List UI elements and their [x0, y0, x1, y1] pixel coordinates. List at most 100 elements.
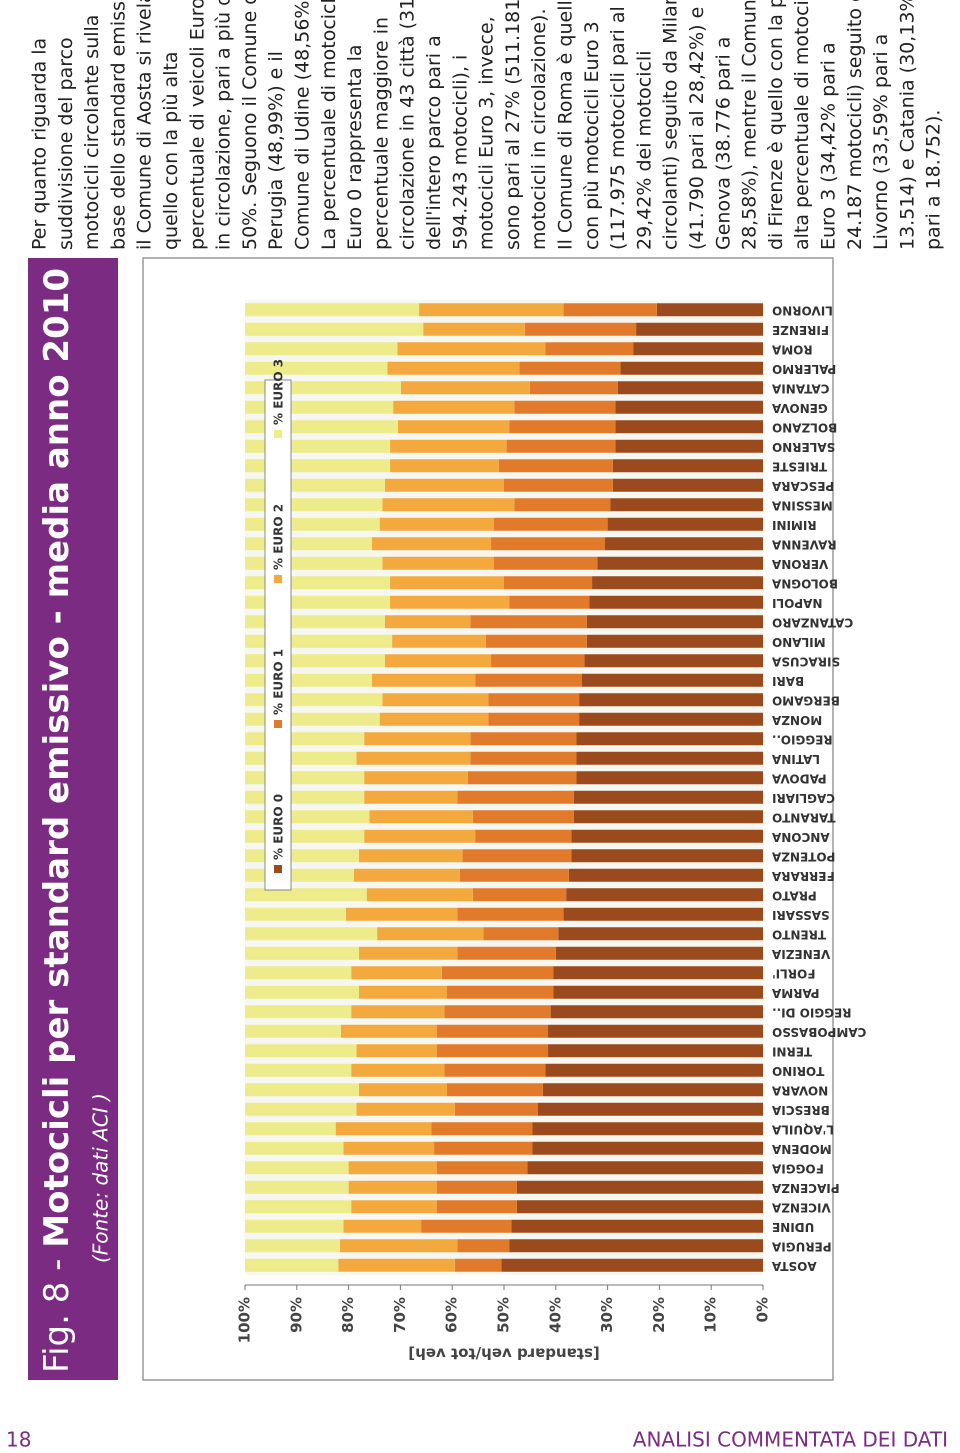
bar-segment [483, 927, 559, 941]
body-line: (41.790 pari al 28,42%) e [686, 7, 708, 250]
bar-segment [421, 1219, 512, 1233]
x-tick-label: NAPOLI [772, 596, 822, 610]
body-line: base dello standard emissivo, [107, 0, 129, 250]
x-tick-label: SALERNO [772, 440, 835, 454]
bar-segment [245, 1122, 336, 1136]
bar-segment [612, 478, 764, 492]
bar-segment [447, 1083, 543, 1097]
bar-segment [245, 1024, 341, 1038]
y-tick-label: 100% [236, 1297, 254, 1343]
legend-label: % EURO 1 [272, 649, 286, 715]
figure-label: Fig. 8 - [37, 1259, 77, 1373]
bar-segment [339, 1239, 458, 1253]
bar-segment [475, 673, 582, 687]
body-line: sono pari al 27% (511.181 [502, 0, 524, 250]
bar-segment [390, 459, 499, 473]
bar-segment [532, 1141, 763, 1155]
bar-segment [348, 1180, 437, 1194]
bar-segment [356, 1044, 437, 1058]
x-tick-label: VICENZA [771, 1200, 831, 1214]
figure-title: Fig. 8 - Motocicli per standard emissivo… [37, 268, 77, 1373]
x-tick-label: UDINE [772, 1220, 814, 1234]
bar-segment [390, 439, 507, 453]
bar-segment [514, 400, 616, 414]
x-tick-label: PESCARA [771, 479, 834, 493]
x-tick-label: ANCONA [771, 830, 829, 844]
bar-segment [491, 537, 606, 551]
bar-segment [390, 595, 510, 609]
bar-segment [548, 1024, 764, 1038]
bar-segment [545, 1063, 763, 1077]
bar-segment [504, 478, 613, 492]
bar-segment [358, 985, 448, 999]
bar-segment [358, 946, 458, 960]
bar-segment [245, 888, 367, 902]
body-line: dell'intero parco pari a [423, 35, 445, 250]
x-tick-label: GENOVA [771, 401, 827, 415]
bar-segment [555, 946, 763, 960]
x-tick-label: CATANIA [771, 381, 829, 395]
bar-segment [366, 888, 473, 902]
bar-segment [423, 322, 525, 336]
bar-segment [516, 1180, 764, 1194]
bar-segment [472, 810, 574, 824]
y-tick-label: 60% [443, 1297, 461, 1333]
legend-label: % EURO 3 [272, 359, 286, 425]
legend-box [264, 379, 292, 891]
bar-segment [384, 478, 504, 492]
x-tick-label: VENEZIA [771, 947, 830, 961]
body-line: in circolazione, pari a più del [213, 0, 235, 250]
body-line: 594.243 motocicli), i [449, 55, 471, 250]
bar-segment [605, 537, 764, 551]
x-tick-label: TORINO [772, 1064, 824, 1078]
y-axis-label: [standard veh/tot veh] [408, 1345, 599, 1363]
bar-segment [245, 985, 359, 999]
bar-segment [563, 303, 657, 317]
bar-segment [612, 459, 764, 473]
rotated-content: Fig. 8 - Motocicli per standard emissivo… [28, 0, 945, 1381]
x-tick-label: PIACENZA [771, 1181, 839, 1195]
figure-source: (Fonte: dati ACI ) [89, 1093, 113, 1263]
bar-segment [343, 1219, 422, 1233]
bar-segment [615, 400, 763, 414]
bar-segment [343, 1141, 435, 1155]
x-tick-label: VERONA [771, 557, 828, 571]
bar-segment [397, 342, 546, 356]
bar-segment [501, 1258, 763, 1272]
bar-segment [397, 420, 510, 434]
bar-segment [447, 985, 554, 999]
x-tick-label: BRESCIA [771, 1103, 829, 1117]
bar-segment [245, 927, 378, 941]
body-line: il Comune di Aosta si rivela [134, 0, 156, 250]
x-tick-label: MILANO [772, 635, 826, 649]
x-tick-label: CAGLIARI [772, 791, 835, 805]
bar-segment [656, 303, 763, 317]
body-line: 50%. Seguono il Comune di [239, 0, 261, 250]
bar-segment [506, 439, 616, 453]
bar-segment [387, 361, 520, 375]
bar-segment [457, 907, 564, 921]
bar-segment [571, 849, 764, 863]
bar-segment [491, 654, 585, 668]
bar-segment [358, 1083, 448, 1097]
bar-segment [592, 576, 763, 590]
bar-segment [586, 634, 763, 648]
bar-segment [548, 1044, 764, 1058]
bar-segment [573, 790, 763, 804]
bar-segment [245, 673, 372, 687]
bar-segment [245, 1141, 344, 1155]
footer: ANALISI COMMENTATA DEI DATI [633, 1428, 948, 1452]
body-line: La percentuale di motocicli [318, 0, 340, 250]
y-tick-label: 70% [391, 1297, 409, 1333]
x-tick-label: REGGIO DI.. [772, 1005, 852, 1019]
legend-swatch [274, 720, 282, 728]
title-band [28, 258, 118, 1380]
bar-segment [245, 946, 359, 960]
bar-segment [454, 1102, 538, 1116]
bar-segment [245, 751, 357, 765]
bar-segment [576, 732, 764, 746]
bar-segment [589, 595, 763, 609]
bar-segment [581, 673, 764, 687]
bar-segment [346, 907, 458, 921]
bar-segment [245, 810, 370, 824]
